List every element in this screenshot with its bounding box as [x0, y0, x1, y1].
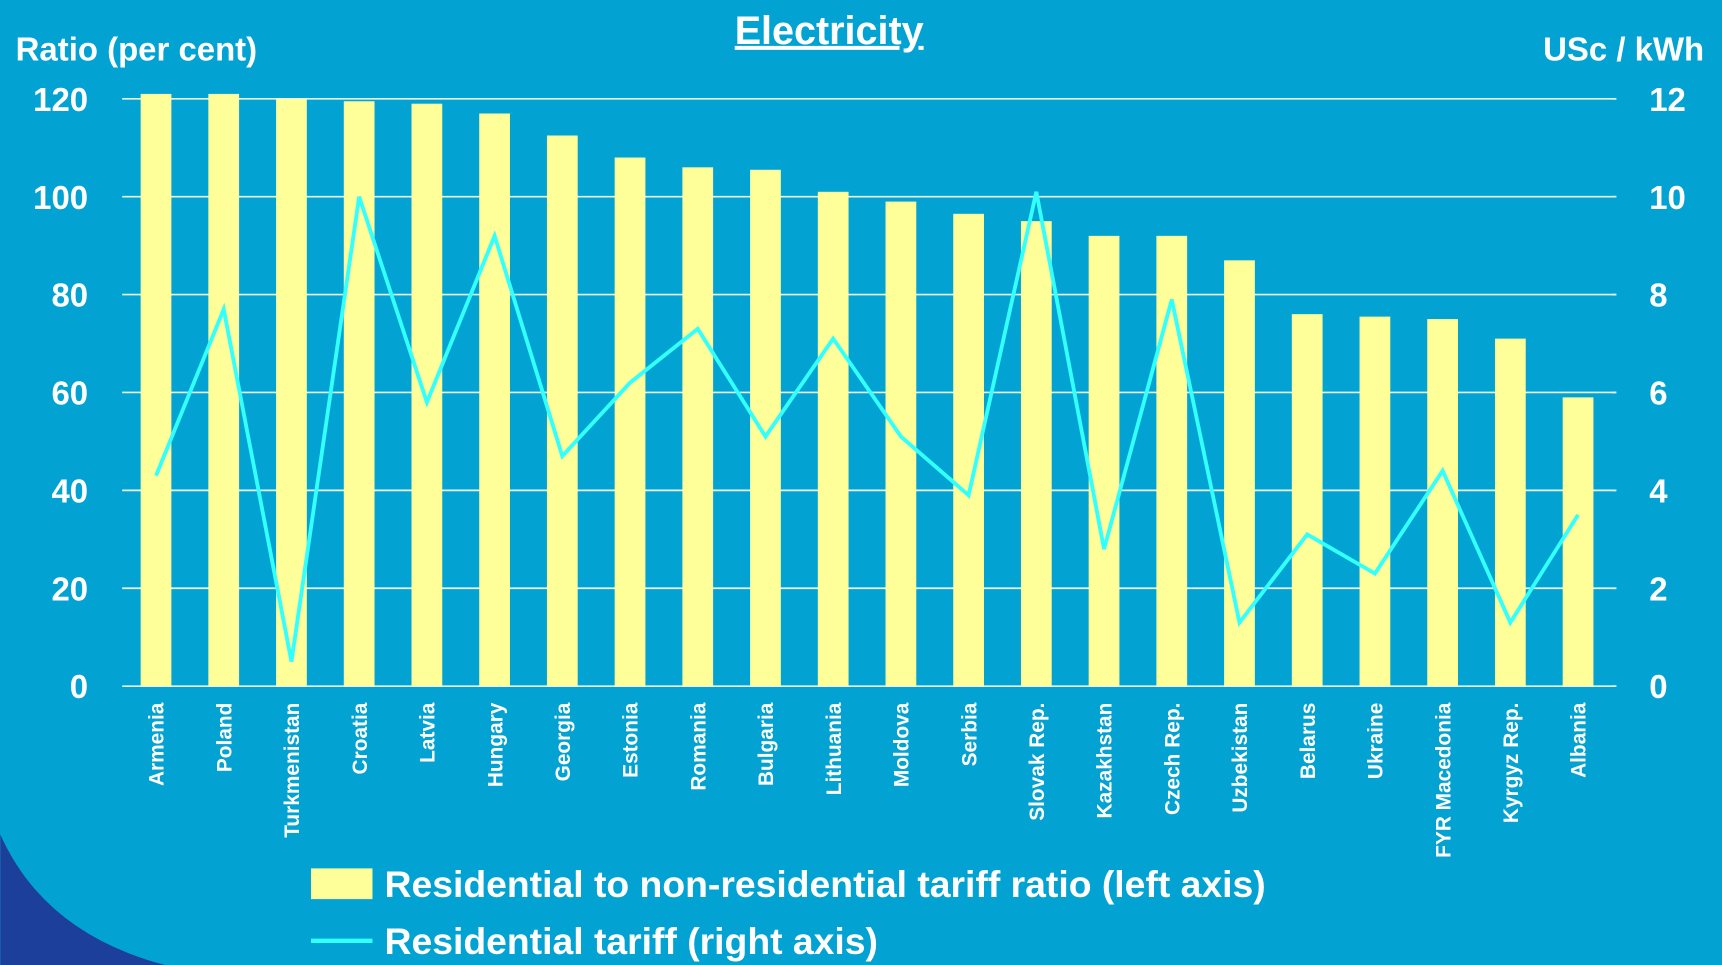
y-tick-label: 0 — [70, 668, 88, 705]
decoration — [0, 834, 165, 965]
legend-label: Residential to non-residential tariff ra… — [385, 863, 1266, 905]
x-tick-label: Bulgaria — [755, 702, 778, 786]
y-tick-label: 40 — [51, 472, 88, 509]
x-tick-label: Armenia — [146, 702, 169, 786]
bar — [546, 135, 578, 687]
y-axis-title: Ratio (per cent) — [16, 30, 257, 67]
x-tick-label: Hungary — [484, 702, 507, 787]
y2-tick-label: 10 — [1649, 179, 1686, 216]
bar — [1427, 319, 1458, 687]
y-tick-label: 60 — [51, 375, 88, 412]
line — [154, 191, 1580, 663]
bar — [411, 103, 443, 687]
x-tick-label: Latvia — [417, 702, 440, 763]
bar — [208, 93, 240, 687]
x-tick-label: Romania — [687, 702, 710, 790]
bar — [1359, 316, 1391, 687]
bar — [1291, 314, 1323, 687]
bar — [1494, 338, 1526, 687]
x-tick-label: Czech Rep. — [1161, 703, 1184, 815]
bar — [479, 113, 510, 687]
y2-tick-label: 2 — [1649, 570, 1667, 607]
bar — [614, 157, 646, 687]
bar — [1156, 235, 1188, 687]
bar — [750, 169, 781, 687]
x-tick-label: Moldova — [891, 702, 914, 787]
bar — [1562, 397, 1594, 687]
y-tick-label: 120 — [33, 81, 88, 118]
legend-label: Residential tariff (right axis) — [385, 920, 878, 962]
x-tick-label: Croatia — [349, 702, 372, 774]
legend-swatch — [310, 868, 373, 900]
x-tick-label: Uzbekistan — [1229, 703, 1252, 813]
bar — [1088, 235, 1120, 687]
x-tick-label: Georgia — [552, 702, 575, 781]
x-tick-label: Lithuania — [823, 702, 846, 795]
x-tick-label: Estonia — [620, 702, 643, 778]
y2-tick-label: 12 — [1649, 81, 1686, 118]
x-tick-label: Ukraine — [1365, 703, 1388, 779]
bar — [817, 191, 849, 687]
x-tick-label: Serbia — [958, 702, 981, 766]
y2-tick-label: 4 — [1649, 472, 1668, 509]
x-tick-label: Kazakhstan — [1094, 703, 1117, 819]
bar — [343, 101, 375, 687]
x-tick-label: Albania — [1568, 702, 1591, 778]
y2-axis-title: USc / kWh — [1543, 30, 1704, 67]
x-tick-label: Turkmenistan — [281, 703, 304, 838]
bar — [1020, 221, 1052, 687]
y-tick-label: 100 — [33, 179, 88, 216]
y2-tick-label: 0 — [1649, 668, 1667, 705]
y2-tick-label: 6 — [1649, 375, 1667, 412]
bar — [682, 167, 714, 687]
y-tick-label: 80 — [51, 277, 88, 314]
bar — [140, 93, 172, 687]
x-tick-label: Belarus — [1297, 703, 1320, 779]
x-tick-label: Slovak Rep. — [1026, 703, 1049, 821]
x-tick-label: FYR Macedonia — [1432, 702, 1455, 858]
y2-tick-label: 8 — [1649, 277, 1667, 314]
x-tick-label: Kyrgyz Rep. — [1500, 703, 1523, 823]
chart-title: Electricity — [735, 9, 924, 53]
x-tick-label: Poland — [213, 703, 236, 772]
y-tick-label: 20 — [51, 570, 88, 607]
